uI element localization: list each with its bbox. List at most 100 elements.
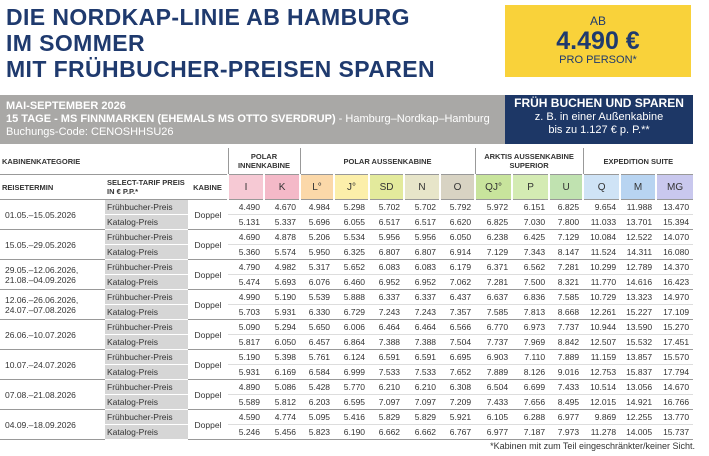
- route: - Hamburg–Nordkap–Hamburg: [338, 113, 490, 125]
- price: 6.325: [334, 244, 370, 260]
- price: 5.921: [440, 409, 476, 425]
- price: 6.083: [369, 259, 405, 275]
- price: 6.124: [334, 349, 370, 365]
- price: 5.693: [264, 274, 301, 290]
- header-row: KABINENKATEGORIE POLAR INNENKABINE POLAR A…: [0, 148, 694, 175]
- price: 7.062: [440, 274, 476, 290]
- price: 6.006: [334, 319, 370, 335]
- price: 7.129: [549, 229, 584, 245]
- price: 10.299: [583, 259, 621, 275]
- promo-line: bis zu 1.127 € p. P.**: [548, 124, 650, 136]
- price: 5.398: [264, 349, 301, 365]
- tariff-label: Frühbucher-Preis: [105, 199, 188, 215]
- price: 14.921: [620, 394, 657, 410]
- code: Buchungs-Code: CENOSHHSU26: [6, 126, 174, 138]
- price: 6.169: [264, 364, 301, 380]
- header-tariff: SELECT-TARIF PREIS IN € P.P.*: [105, 174, 188, 200]
- header-category: KABINENKATEGORIE: [0, 148, 229, 175]
- price: 7.533: [404, 364, 441, 380]
- price: 4.890: [228, 379, 265, 395]
- title: DIE NORDKAP-LINIE AB HAMBURG IM SOMMER M…: [6, 4, 435, 82]
- price: 5.294: [264, 319, 301, 335]
- price: 6.767: [440, 424, 476, 440]
- price: 4.670: [264, 199, 301, 215]
- price: 5.190: [264, 289, 301, 305]
- price: 6.999: [334, 364, 370, 380]
- price: 6.425: [512, 229, 550, 245]
- price: 6.914: [440, 244, 476, 260]
- title-line: MIT FRÜHBUCHER-PREISEN SPAREN: [6, 56, 436, 82]
- price: 6.595: [334, 394, 370, 410]
- price: 9.016: [549, 364, 584, 380]
- price: 7.800: [549, 214, 584, 230]
- tariff-label: Katalog-Preis: [105, 394, 188, 410]
- price: 6.562: [512, 259, 550, 275]
- price: 7.889: [549, 349, 584, 365]
- price: 6.337: [404, 289, 441, 305]
- price: 6.460: [334, 274, 370, 290]
- banner: MAI-SEPTEMBER 2026 15 TAGE - MS FINNMARK…: [0, 95, 505, 144]
- period: MAI-SEPTEMBER 2026: [6, 100, 126, 112]
- price: 7.030: [512, 214, 550, 230]
- tariff-label: Katalog-Preis: [105, 334, 188, 350]
- category-code: I: [227, 174, 265, 200]
- price-row: 07.08.–21.08.2026 Frühbucher-Preis Doppel 4…: [0, 379, 694, 410]
- price: 7.889: [475, 364, 513, 380]
- price: 7.969: [512, 334, 550, 350]
- price: 17.794: [656, 364, 694, 380]
- price: 4.982: [264, 259, 301, 275]
- price: 14.311: [620, 244, 657, 260]
- price: 4.984: [300, 199, 335, 215]
- price: 5.360: [228, 244, 265, 260]
- price: 7.656: [512, 394, 550, 410]
- price: 6.517: [369, 214, 405, 230]
- travel-date: 12.06.–26.06.2026, 24.07.–07.08.2026: [0, 289, 105, 320]
- price: 6.504: [475, 379, 513, 395]
- price: 6.825: [475, 214, 513, 230]
- group-header: POLAR AUSSENKABINE: [299, 148, 476, 175]
- price: 7.243: [369, 304, 405, 320]
- price-box: AB 4.490 € PRO PERSON*: [505, 5, 691, 77]
- category-code: J°: [333, 174, 370, 200]
- price: 13.857: [620, 349, 657, 365]
- price-row: 04.09.–18.09.2026 Frühbucher-Preis Doppel 4…: [0, 409, 694, 440]
- price: 14.670: [656, 379, 694, 395]
- category-code: K: [263, 174, 301, 200]
- price: 6.662: [369, 424, 405, 440]
- price: 10.514: [583, 379, 621, 395]
- price: 7.585: [475, 304, 513, 320]
- price: 5.956: [404, 229, 441, 245]
- price: 6.464: [369, 319, 405, 335]
- price: 6.973: [512, 319, 550, 335]
- price: 17.109: [656, 304, 694, 320]
- price: 7.533: [369, 364, 405, 380]
- travel-date: 26.06.–10.07.2026: [0, 319, 105, 350]
- price: 17.451: [656, 334, 694, 350]
- price: 6.695: [440, 349, 476, 365]
- tariff-label: Frühbucher-Preis: [105, 289, 188, 305]
- price: 4.490: [228, 199, 265, 215]
- price: 7.097: [404, 394, 441, 410]
- price-row: Katalog-Preis 5.817 6.050 6.457 6.864 7.388 7.…: [0, 334, 694, 350]
- price: 5.086: [264, 379, 301, 395]
- price: 7.652: [440, 364, 476, 380]
- price: 6.584: [300, 364, 335, 380]
- price: 4.490 €: [556, 27, 640, 55]
- price: 9.869: [583, 409, 621, 425]
- price: 6.437: [440, 289, 476, 305]
- price: 5.829: [369, 409, 405, 425]
- price: 6.288: [512, 409, 550, 425]
- price: 6.864: [334, 334, 370, 350]
- price: 5.792: [440, 199, 476, 215]
- price: 5.337: [264, 214, 301, 230]
- price: 7.433: [475, 394, 513, 410]
- tariff-label: Katalog-Preis: [105, 244, 188, 260]
- price: 15.837: [620, 364, 657, 380]
- cabin-type: Doppel: [188, 229, 229, 260]
- price: 11.033: [583, 214, 621, 230]
- price: 6.105: [475, 409, 513, 425]
- price: 7.504: [440, 334, 476, 350]
- price: 4.790: [228, 259, 265, 275]
- price: 7.281: [549, 259, 584, 275]
